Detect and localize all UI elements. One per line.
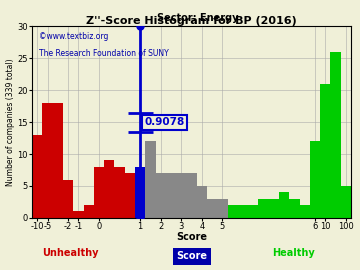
Bar xyxy=(104,160,114,218)
Bar xyxy=(53,103,63,218)
Bar xyxy=(341,186,351,218)
Bar xyxy=(228,205,238,218)
Bar xyxy=(310,141,320,218)
Bar xyxy=(320,84,330,218)
Title: Z''-Score Histogram for BP (2016): Z''-Score Histogram for BP (2016) xyxy=(86,16,297,26)
Text: The Research Foundation of SUNY: The Research Foundation of SUNY xyxy=(39,49,168,58)
Bar xyxy=(166,173,176,218)
Bar xyxy=(63,180,73,218)
Bar xyxy=(94,167,104,218)
Bar xyxy=(279,192,289,218)
Bar xyxy=(84,205,94,218)
Bar xyxy=(289,199,300,218)
Bar xyxy=(135,167,145,218)
Bar xyxy=(156,173,166,218)
Y-axis label: Number of companies (339 total): Number of companies (339 total) xyxy=(5,58,14,186)
Bar xyxy=(207,199,217,218)
Bar xyxy=(125,173,135,218)
Text: 0.9078: 0.9078 xyxy=(144,117,185,127)
Bar xyxy=(300,205,310,218)
Text: Score: Score xyxy=(176,251,207,261)
Bar xyxy=(258,199,269,218)
Bar xyxy=(217,199,228,218)
Text: Sector: Energy: Sector: Energy xyxy=(157,13,239,23)
Bar xyxy=(42,103,53,218)
Bar xyxy=(269,199,279,218)
Bar xyxy=(186,173,197,218)
Bar xyxy=(73,211,84,218)
Text: Healthy: Healthy xyxy=(272,248,315,258)
Bar xyxy=(197,186,207,218)
Bar xyxy=(176,173,186,218)
Bar xyxy=(238,205,248,218)
Bar xyxy=(248,205,258,218)
Bar xyxy=(114,167,125,218)
Bar xyxy=(330,52,341,218)
Bar xyxy=(145,141,156,218)
Text: Unhealthy: Unhealthy xyxy=(42,248,99,258)
X-axis label: Score: Score xyxy=(176,232,207,242)
Text: ©www.textbiz.org: ©www.textbiz.org xyxy=(39,32,108,41)
Bar xyxy=(32,135,42,218)
